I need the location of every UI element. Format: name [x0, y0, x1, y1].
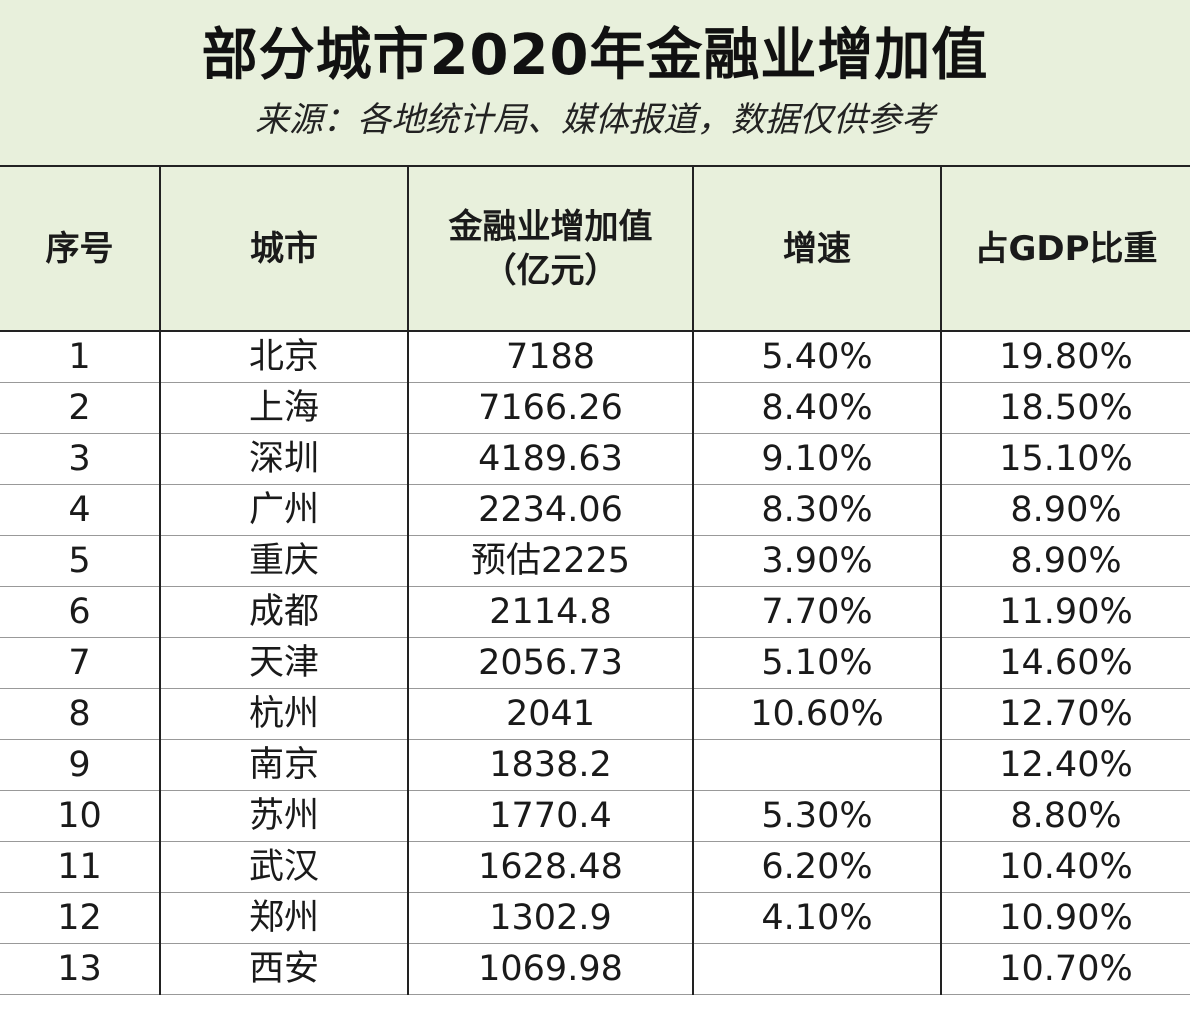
cell-city: 苏州: [159, 790, 409, 842]
table-row: 11 武汉 1628.48 6.20% 10.40%: [0, 841, 1190, 893]
header-row: 序号 城市 金融业增加值 （亿元） 增速 占GDP比重: [0, 167, 1190, 332]
cell-growth: 5.10%: [692, 637, 942, 689]
table-row: 8 杭州 2041 10.60% 12.70%: [0, 688, 1190, 740]
cell-index: 12: [0, 892, 161, 944]
cell-growth: [692, 739, 942, 791]
cell-value: 7166.26: [407, 382, 694, 434]
cell-value: 1838.2: [407, 739, 694, 791]
cell-city: 广州: [159, 484, 409, 536]
cell-share: 19.80%: [940, 331, 1190, 383]
cell-index: 9: [0, 739, 161, 791]
cell-growth: 3.90%: [692, 535, 942, 587]
cell-growth: 9.10%: [692, 433, 942, 485]
table-row: 4 广州 2234.06 8.30% 8.90%: [0, 484, 1190, 536]
cell-value: 1770.4: [407, 790, 694, 842]
col-header-city: 城市: [159, 167, 409, 332]
cell-growth: 6.20%: [692, 841, 942, 893]
table-row: 7 天津 2056.73 5.10% 14.60%: [0, 637, 1190, 689]
cell-city: 重庆: [159, 535, 409, 587]
cell-index: 13: [0, 943, 161, 995]
cell-value: 2041: [407, 688, 694, 740]
cell-share: 18.50%: [940, 382, 1190, 434]
col-header-value-line1: 金融业增加值: [448, 206, 653, 247]
cell-growth: 7.70%: [692, 586, 942, 638]
cell-share: 11.90%: [940, 586, 1190, 638]
table-row: 12 郑州 1302.9 4.10% 10.90%: [0, 892, 1190, 944]
cell-share: 8.90%: [940, 535, 1190, 587]
cell-growth: 8.40%: [692, 382, 942, 434]
cell-index: 11: [0, 841, 161, 893]
col-header-value: 金融业增加值 （亿元）: [407, 167, 694, 332]
cell-index: 4: [0, 484, 161, 536]
cell-city: 深圳: [159, 433, 409, 485]
cell-city: 西安: [159, 943, 409, 995]
cell-share: 8.80%: [940, 790, 1190, 842]
table-row: 9 南京 1838.2 12.40%: [0, 739, 1190, 791]
cell-share: 15.10%: [940, 433, 1190, 485]
cell-share: 12.40%: [940, 739, 1190, 791]
cell-city: 杭州: [159, 688, 409, 740]
cell-index: 2: [0, 382, 161, 434]
cell-growth: 8.30%: [692, 484, 942, 536]
cell-share: 10.90%: [940, 892, 1190, 944]
cell-index: 7: [0, 637, 161, 689]
cell-city: 上海: [159, 382, 409, 434]
table-row: 10 苏州 1770.4 5.30% 8.80%: [0, 790, 1190, 842]
cell-city: 天津: [159, 637, 409, 689]
cell-index: 3: [0, 433, 161, 485]
cell-share: 14.60%: [940, 637, 1190, 689]
cell-value: 2056.73: [407, 637, 694, 689]
col-header-index: 序号: [0, 167, 161, 332]
cell-city: 武汉: [159, 841, 409, 893]
cell-value: 2234.06: [407, 484, 694, 536]
cell-value: 2114.8: [407, 586, 694, 638]
cell-growth: 10.60%: [692, 688, 942, 740]
cell-city: 南京: [159, 739, 409, 791]
title-block: 部分城市2020年金融业增加值 来源：各地统计局、媒体报道，数据仅供参考: [0, 0, 1190, 167]
cell-value: 4189.63: [407, 433, 694, 485]
cell-value: 预估2225: [407, 535, 694, 587]
cell-city: 北京: [159, 331, 409, 383]
cell-value: 7188: [407, 331, 694, 383]
cell-value: 1302.9: [407, 892, 694, 944]
cell-share: 12.70%: [940, 688, 1190, 740]
cell-city: 成都: [159, 586, 409, 638]
cell-growth: 5.40%: [692, 331, 942, 383]
cell-index: 5: [0, 535, 161, 587]
table-row: 5 重庆 预估2225 3.90% 8.90%: [0, 535, 1190, 587]
table-row: 6 成都 2114.8 7.70% 11.90%: [0, 586, 1190, 638]
table-row: 3 深圳 4189.63 9.10% 15.10%: [0, 433, 1190, 485]
cell-share: 10.70%: [940, 943, 1190, 995]
cell-index: 10: [0, 790, 161, 842]
col-header-growth: 增速: [692, 167, 942, 332]
cell-index: 6: [0, 586, 161, 638]
cell-share: 8.90%: [940, 484, 1190, 536]
cell-city: 郑州: [159, 892, 409, 944]
cell-growth: [692, 943, 942, 995]
cell-value: 1069.98: [407, 943, 694, 995]
cell-growth: 5.30%: [692, 790, 942, 842]
cell-value: 1628.48: [407, 841, 694, 893]
col-header-value-line2: （亿元）: [482, 250, 619, 291]
cell-index: 8: [0, 688, 161, 740]
cell-index: 1: [0, 331, 161, 383]
table-row: 13 西安 1069.98 10.70%: [0, 943, 1190, 995]
cell-growth: 4.10%: [692, 892, 942, 944]
page-title: 部分城市2020年金融业增加值: [201, 23, 989, 88]
finance-table: 序号 城市 金融业增加值 （亿元） 增速 占GDP比重 1 北京 7188 5.40%…: [0, 167, 1190, 995]
table-row: 2 上海 7166.26 8.40% 18.50%: [0, 382, 1190, 434]
col-header-share: 占GDP比重: [940, 167, 1190, 332]
table-body: 1 北京 7188 5.40% 19.80% 2 上海 7166.26 8.40% 18.50% 3…: [0, 331, 1190, 995]
table-row: 1 北京 7188 5.40% 19.80%: [0, 331, 1190, 383]
source-note: 来源：各地统计局、媒体报道，数据仅供参考: [255, 100, 935, 140]
cell-share: 10.40%: [940, 841, 1190, 893]
